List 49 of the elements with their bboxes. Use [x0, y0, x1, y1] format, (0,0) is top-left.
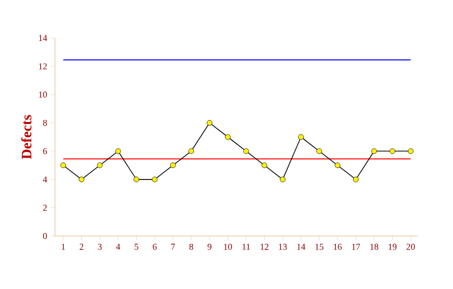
x-tick-label: 1 [62, 244, 65, 250]
x-tick-label: 13 [278, 244, 287, 250]
x-tick-label: 7 [171, 244, 175, 250]
x-tick-label: 10 [224, 244, 232, 250]
x-tick-label: 15 [316, 244, 324, 250]
x-tick-label: 2 [80, 244, 84, 250]
point [280, 176, 286, 182]
x-tick-label: 4 [116, 244, 120, 250]
y-tick-label: 14 [39, 35, 48, 41]
point [206, 120, 212, 126]
x-tick-label: 20 [406, 244, 415, 250]
x-tick-label: 18 [370, 244, 378, 250]
point [97, 162, 103, 168]
point [78, 176, 84, 182]
x-tick-label: 16 [334, 244, 342, 250]
y-tick-label: 12 [39, 63, 47, 70]
point [134, 176, 140, 182]
x-tick-label: 14 [297, 244, 306, 250]
point [188, 148, 194, 154]
point [262, 162, 268, 168]
x-tick-label: 3 [98, 244, 102, 250]
y-tick-label: 10 [39, 92, 47, 98]
y-tick-label: 8 [43, 120, 47, 126]
x-tick-label: 11 [242, 244, 250, 250]
point [298, 134, 304, 140]
x-tick-label: 9 [208, 244, 212, 250]
y-tick-label: 4 [42, 176, 48, 182]
point [371, 148, 377, 154]
x-tick-label: 12 [260, 244, 268, 250]
point [316, 148, 322, 154]
x-tick-label: 17 [352, 244, 360, 250]
point [353, 176, 359, 182]
y-axis-title: Defects [21, 115, 32, 160]
y-tick-label: 2 [43, 204, 47, 211]
y-tick-label: 0 [43, 232, 47, 240]
x-tick-label: 19 [388, 244, 397, 250]
point [243, 148, 249, 154]
point [60, 162, 66, 168]
x-tick-label: 5 [134, 244, 138, 250]
point [115, 148, 121, 154]
point [334, 162, 340, 168]
x-tick-label: 6 [152, 244, 157, 250]
point [225, 134, 231, 140]
point [170, 162, 176, 168]
point [152, 176, 158, 182]
y-tick-label: 6 [43, 148, 47, 154]
x-tick-label: 8 [189, 244, 194, 250]
point [390, 148, 396, 154]
point [408, 148, 414, 154]
